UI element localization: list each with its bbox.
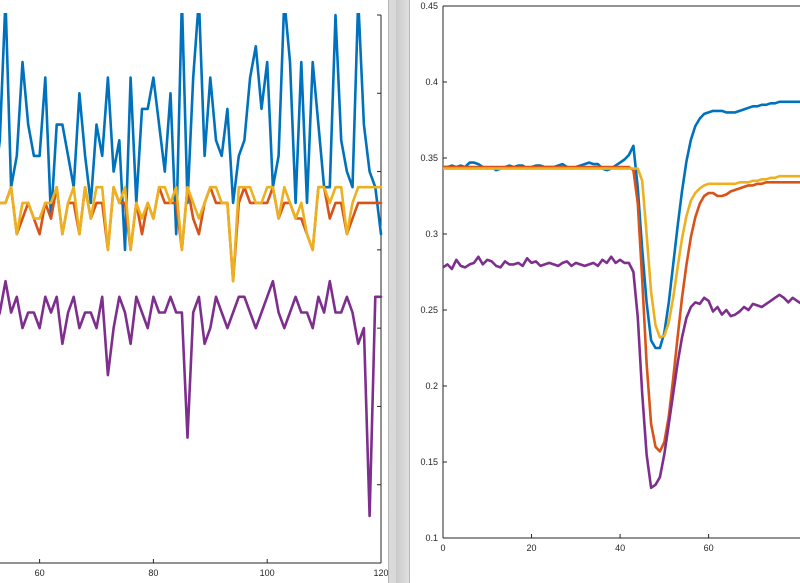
y-tick-label: 0.3 <box>425 229 438 239</box>
x-tick-label: 60 <box>35 568 45 578</box>
y-tick-label: 0.45 <box>420 1 438 11</box>
x-tick-label: 40 <box>615 543 625 553</box>
series-line-3 <box>443 167 800 339</box>
plot-area: 0 20 40 60 0.1 0.15 0.2 0.25 0.3 0.35 0.4 0.45 <box>420 1 800 553</box>
x-tick-label: 20 <box>527 543 537 553</box>
y-tick-label: 0.35 <box>420 153 438 163</box>
left-line-chart: 60 80 100 120 <box>0 13 388 578</box>
x-tick-label: 80 <box>148 568 158 578</box>
series-line-1 <box>0 13 383 252</box>
series-line-1 <box>443 100 800 350</box>
series-line-2 <box>443 165 800 453</box>
window-edge <box>409 0 410 583</box>
x-tick-label: 100 <box>260 568 275 578</box>
x-tick-label: 60 <box>704 543 714 553</box>
right-line-chart: 0 20 40 60 0.1 0.15 0.2 0.25 0.3 0.35 0.4 0.45 <box>420 1 800 553</box>
y-tick-label: 0.15 <box>420 457 438 467</box>
series-line-2 <box>0 185 383 283</box>
left-figure-window: 60 80 100 120 <box>0 0 388 583</box>
x-tick-label: 0 <box>440 543 445 553</box>
series-line-4 <box>0 279 383 518</box>
y-tick-label: 0.25 <box>420 305 438 315</box>
series-line-4 <box>443 255 800 490</box>
y-tick-label: 0.4 <box>425 77 438 87</box>
right-figure-window: 0 20 40 60 0.1 0.15 0.2 0.25 0.3 0.35 0.4 0.45 <box>410 0 800 583</box>
y-tick-label: 0.2 <box>425 381 438 391</box>
x-tick-label: 120 <box>373 568 388 578</box>
window-shadow <box>396 0 410 583</box>
window-divider <box>388 0 389 583</box>
series-line-3 <box>0 185 383 283</box>
y-tick-label: 0.1 <box>425 533 438 543</box>
plot-area: 60 80 100 120 <box>0 13 388 578</box>
